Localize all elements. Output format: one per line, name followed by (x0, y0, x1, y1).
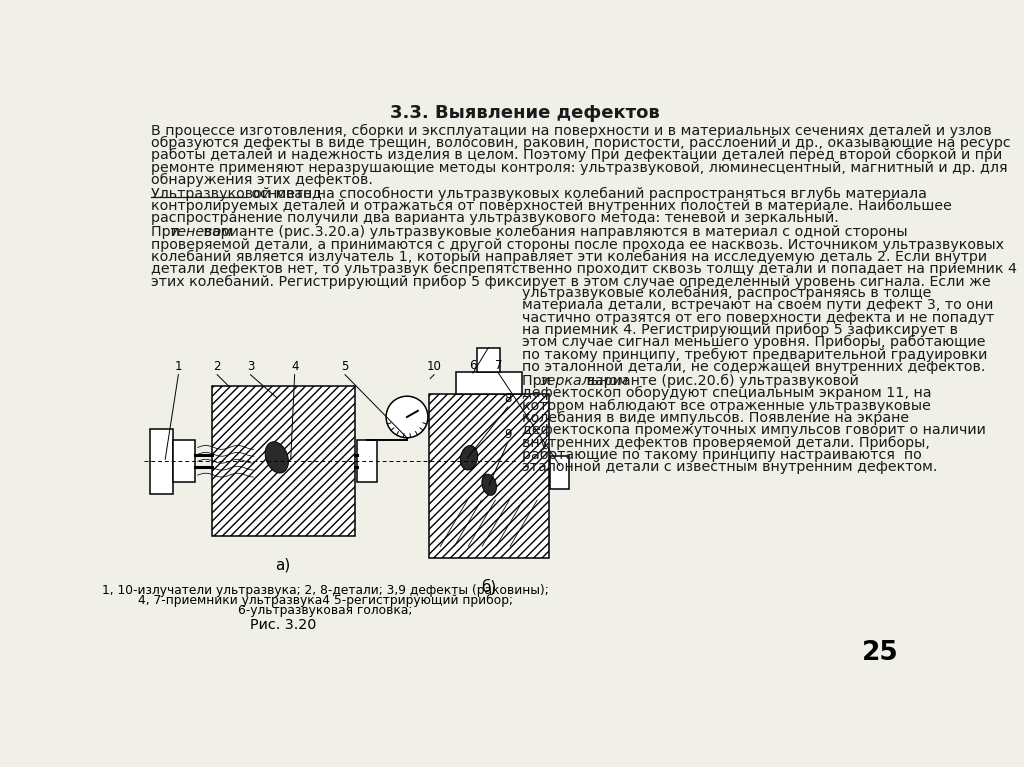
Text: материала детали, встречают на своем пути дефект 3, то они: материала детали, встречают на своем пут… (521, 298, 993, 312)
Text: варианте (рис.3.20.а) ультразвуковые колебания направляются в материал с одной с: варианте (рис.3.20.а) ультразвуковые кол… (199, 225, 907, 239)
Text: 8: 8 (504, 393, 511, 406)
Text: а): а) (275, 557, 291, 572)
Text: дефектоскоп оборудуют специальным экраном 11, на: дефектоскоп оборудуют специальным экрано… (521, 386, 931, 400)
Text: колебаний является излучатель 1, который направляет эти колебания на исследуемую: колебаний является излучатель 1, который… (152, 250, 987, 264)
Text: 5: 5 (341, 360, 349, 373)
Text: Ультразвуковой метод: Ультразвуковой метод (152, 186, 322, 201)
Text: теневом: теневом (169, 225, 232, 239)
Text: детали дефектов нет, то ультразвук беспрепятственно проходит сквозь толщу детали: детали дефектов нет, то ультразвук беспр… (152, 262, 1017, 276)
Bar (550, 456, 569, 489)
Ellipse shape (461, 446, 477, 470)
Text: 1, 10-излучатели ультразвука; 2, 8-детали; 3,9 дефекты (раковины);: 1, 10-излучатели ультразвука; 2, 8-детал… (102, 584, 549, 597)
Text: При: При (152, 225, 184, 239)
Ellipse shape (265, 442, 289, 473)
Text: 7: 7 (495, 358, 502, 371)
Text: работающие по такому принципу настраиваются  по: работающие по такому принципу настраиваю… (521, 448, 922, 462)
Text: варианте (рис.20.б) ультразвуковой: варианте (рис.20.б) ультразвуковой (583, 374, 859, 388)
Text: 2: 2 (213, 360, 221, 373)
Text: зеркальном: зеркальном (540, 374, 629, 388)
Text: Рис. 3.20: Рис. 3.20 (250, 618, 316, 632)
Text: 9: 9 (504, 428, 512, 441)
Text: 25: 25 (862, 640, 899, 666)
Text: 3.3. Выявление дефектов: 3.3. Выявление дефектов (390, 104, 659, 122)
Text: этих колебаний. Регистрирующий прибор 5 фиксирует в этом случае определенный уро: этих колебаний. Регистрирующий прибор 5 … (152, 275, 991, 288)
Ellipse shape (482, 474, 497, 495)
Text: частично отразятся от его поверхности дефекта и не попадут: частично отразятся от его поверхности де… (521, 311, 994, 324)
Text: этом случае сигнал меньшего уровня. Приборы, работающие: этом случае сигнал меньшего уровня. Приб… (521, 335, 985, 350)
Text: распространение получили два варианта ультразвукового метода: теневой и зеркальн: распространение получили два варианта ул… (152, 212, 839, 225)
Bar (356, 440, 377, 482)
Text: В процессе изготовления, сборки и эксплуатации на поверхности и в материальных с: В процессе изготовления, сборки и эксплу… (152, 123, 992, 138)
Text: по такому принципу, требуют предварительной градуировки: по такому принципу, требуют предваритель… (521, 347, 987, 362)
Circle shape (386, 397, 428, 438)
Bar (477, 347, 500, 372)
Text: 1: 1 (175, 360, 182, 373)
Text: При: При (521, 374, 555, 388)
Bar (456, 372, 521, 394)
Text: 10: 10 (427, 360, 441, 373)
Text: котором наблюдают все отраженные ультразвуковые: котором наблюдают все отраженные ультраз… (521, 399, 931, 413)
Text: внутренних дефектов проверяемой детали. Приборы,: внутренних дефектов проверяемой детали. … (521, 436, 930, 449)
Text: 4: 4 (291, 360, 298, 373)
Text: образуются дефекты в виде трещин, волосовин, раковин, пористости, расслоений и д: образуются дефекты в виде трещин, волосо… (152, 136, 1011, 150)
Text: 6: 6 (469, 358, 476, 371)
Bar (150, 429, 173, 494)
Text: по эталонной детали, не содержащей внутренних дефектов.: по эталонной детали, не содержащей внутр… (521, 360, 985, 374)
Text: проверяемой детали, а принимаются с другой стороны после прохода ее насквозь. Ис: проверяемой детали, а принимаются с друг… (152, 238, 1005, 252)
Text: ультразвуковые колебания, распространяясь в толще: ультразвуковые колебания, распространяяс… (521, 286, 931, 300)
Bar (212, 386, 355, 536)
Text: дефектоскопа промежуточных импульсов говорит о наличии: дефектоскопа промежуточных импульсов гов… (521, 423, 985, 437)
Text: эталонной детали с известным внутренним дефектом.: эталонной детали с известным внутренним … (521, 460, 937, 474)
Text: на приемник 4. Регистрирующий прибор 5 зафиксирует в: на приемник 4. Регистрирующий прибор 5 з… (521, 323, 957, 337)
Bar (429, 394, 549, 558)
Bar (173, 440, 195, 482)
Text: 6-ультразвуковая головка;: 6-ультразвуковая головка; (239, 604, 413, 617)
Text: б): б) (480, 578, 496, 594)
Text: ремонте применяют неразрушающие методы контроля: ультразвуковой, люминесцентный,: ремонте применяют неразрушающие методы к… (152, 160, 1008, 175)
Text: работы деталей и надежность изделия в целом. Поэтому При дефектации деталей пере: работы деталей и надежность изделия в це… (152, 148, 1002, 163)
Text: 3: 3 (247, 360, 254, 373)
Text: обнаружения этих дефектов.: обнаружения этих дефектов. (152, 173, 373, 187)
Text: контролируемых деталей и отражаться от поверхностей внутренних полостей в матери: контролируемых деталей и отражаться от п… (152, 199, 952, 213)
Text: колебания в виде импульсов. Появление на экране: колебания в виде импульсов. Появление на… (521, 411, 909, 425)
Text: основан на способности ультразвуковых колебаний распространяться вглубь материал: основан на способности ультразвуковых ко… (247, 186, 927, 201)
Text: 4, 7-приемники ультразвука4 5-регистрирующий прибор;: 4, 7-приемники ультразвука4 5-регистриру… (138, 594, 513, 607)
